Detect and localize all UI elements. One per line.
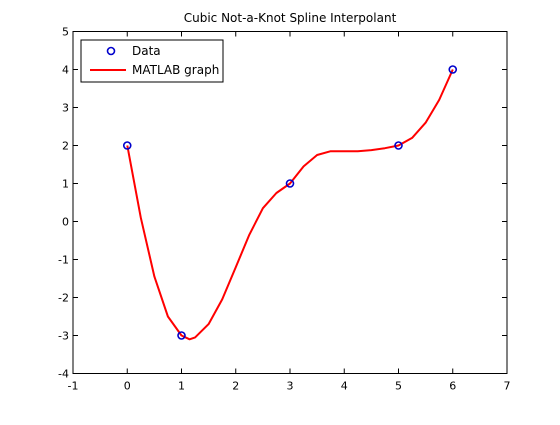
data-point-marker [122, 141, 132, 150]
data-point-marker [285, 179, 295, 188]
y-tick-label: -2 [58, 292, 69, 305]
y-tick-label: 0 [62, 216, 69, 229]
legend-marker-data [106, 46, 116, 56]
y-tick-label: -4 [58, 368, 69, 381]
legend: Data MATLAB graph [80, 39, 224, 83]
x-tick-label: 7 [504, 380, 511, 393]
data-point-marker [394, 141, 403, 150]
data-point-marker [448, 65, 458, 74]
x-tick-label: 6 [449, 380, 456, 393]
x-tick-label: 4 [341, 380, 348, 393]
x-tick-label: 5 [395, 380, 402, 393]
y-tick-label: -1 [58, 254, 69, 267]
y-tick-label: 3 [62, 102, 69, 115]
y-tick-label: 4 [62, 64, 69, 77]
y-tick-label: 5 [62, 26, 69, 39]
x-tick-label: 1 [178, 380, 185, 393]
axis-ticks: -1 0 1 2 3 4 5 6 7 -4 -3 -2 -1 0 1 2 3 4 5 [58, 26, 510, 393]
y-tick-label: 1 [62, 178, 69, 191]
plot-area [72, 31, 508, 374]
y-tick-label: -3 [58, 330, 69, 343]
x-tick-label: 0 [124, 380, 131, 393]
series-line-matlab-graph [126, 69, 454, 341]
x-tick-label: 2 [232, 380, 239, 393]
x-tick-label: -1 [68, 380, 79, 393]
series-layer [122, 65, 458, 341]
chart-title: Cubic Not-a-Knot Spline Interpolant [184, 11, 397, 25]
x-tick-label: 3 [287, 380, 294, 393]
y-tick-label: 2 [62, 140, 69, 153]
legend-label-matlab-graph: MATLAB graph [132, 63, 219, 77]
legend-box [80, 39, 224, 83]
legend-label-data: Data [132, 44, 161, 58]
data-point-marker [177, 331, 186, 340]
